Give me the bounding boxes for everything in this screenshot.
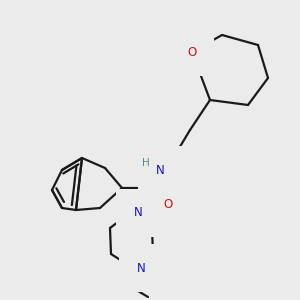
Text: O: O	[164, 199, 172, 212]
Text: O: O	[188, 46, 196, 59]
Text: N: N	[136, 262, 146, 275]
Text: N: N	[156, 164, 164, 176]
Text: H: H	[142, 158, 150, 168]
Text: N: N	[134, 206, 142, 220]
